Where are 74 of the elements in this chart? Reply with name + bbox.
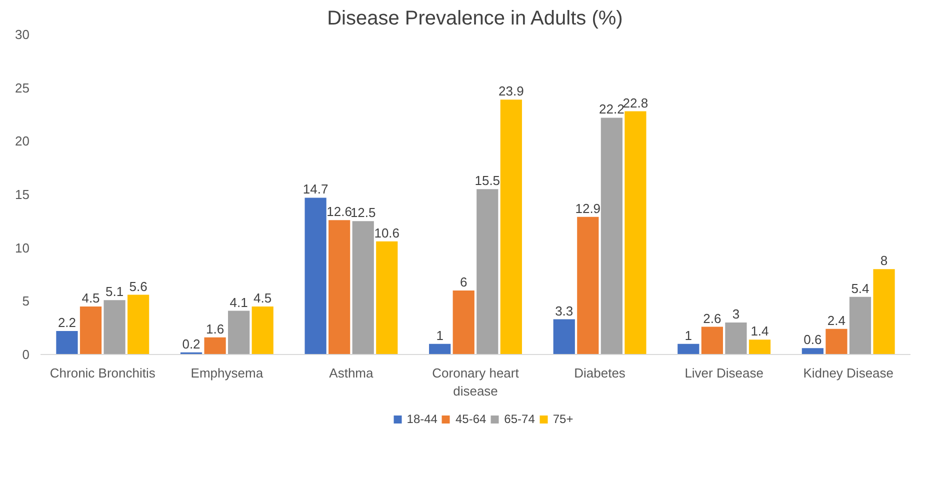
- y-tick-label: 30: [15, 27, 30, 42]
- bar: [204, 337, 226, 354]
- data-label: 4.1: [230, 294, 248, 310]
- data-label: 4.5: [82, 290, 100, 306]
- data-label: 2.2: [58, 315, 76, 330]
- x-tick-label: Chronic Bronchitis: [50, 366, 156, 380]
- y-tick-label: 25: [15, 80, 30, 96]
- x-tick-label: Diabetes: [574, 366, 626, 380]
- bar: [553, 319, 575, 354]
- bar: [873, 269, 895, 354]
- legend-label: 75+: [552, 412, 574, 426]
- y-tick-label: 10: [15, 240, 30, 256]
- data-label: 1: [436, 328, 444, 343]
- x-tick-label: Kidney Disease: [803, 366, 894, 380]
- data-label: 1.6: [206, 321, 224, 336]
- bar: [624, 111, 646, 354]
- bar: [304, 198, 326, 354]
- bar: [452, 290, 474, 354]
- bar: [678, 344, 700, 354]
- data-label: 6: [460, 274, 468, 290]
- bar: [725, 322, 747, 354]
- data-label: 2.6: [703, 310, 722, 326]
- data-label: 1: [684, 328, 692, 343]
- bar: [577, 216, 599, 354]
- bar: [56, 331, 78, 354]
- legend-label: 18-44: [406, 412, 438, 426]
- legend-label: 45-64: [455, 412, 486, 426]
- legend-label: 65-74: [504, 412, 535, 426]
- bar: [802, 348, 824, 354]
- data-label: 23.9: [498, 84, 524, 99]
- data-label: 0.6: [804, 332, 822, 348]
- bar: [228, 310, 250, 354]
- data-label: 3: [732, 306, 740, 322]
- bar: [128, 294, 150, 354]
- data-label: 12.5: [350, 205, 376, 220]
- y-tick-label: 0: [22, 347, 30, 362]
- data-label: 1.4: [750, 324, 769, 339]
- data-label: 4.5: [254, 290, 272, 306]
- bar: [429, 344, 451, 354]
- data-label: 22.8: [622, 95, 648, 110]
- y-tick-label: 15: [15, 187, 30, 202]
- data-label: 5.6: [129, 278, 148, 294]
- bar: [600, 118, 622, 354]
- data-label: 3.3: [555, 303, 574, 318]
- data-label: 10.6: [374, 225, 400, 240]
- bar: [80, 306, 102, 354]
- bar: [701, 326, 723, 354]
- data-label: 22.2: [599, 102, 624, 117]
- bar: [849, 296, 872, 354]
- x-tick-label: Liver Disease: [684, 366, 764, 380]
- bar: [826, 328, 848, 354]
- bar: [476, 189, 498, 354]
- bar: [748, 340, 771, 354]
- data-label: 5.1: [105, 284, 124, 300]
- bar: [328, 220, 350, 354]
- bar: [104, 300, 126, 354]
- data-label: 0.2: [182, 336, 200, 352]
- x-tick-label: Coronary heart disease: [432, 366, 520, 398]
- bar: [352, 221, 374, 354]
- data-label: 15.5: [474, 173, 500, 188]
- chart-title: Disease Prevalence in Adults (%): [327, 8, 623, 30]
- x-tick-label: Asthma: [329, 366, 374, 380]
- data-label: 14.7: [302, 182, 328, 197]
- bar: [376, 241, 398, 354]
- bar: [500, 100, 522, 354]
- data-label: 8: [880, 253, 888, 268]
- data-label: 5.4: [851, 280, 870, 296]
- y-tick-label: 5: [22, 294, 30, 309]
- bar: [252, 306, 274, 354]
- data-label: 2.4: [827, 312, 846, 328]
- data-label: 12.9: [575, 200, 601, 216]
- y-tick-label: 20: [15, 134, 30, 149]
- x-tick-label: Emphysema: [190, 366, 264, 380]
- data-label: 12.6: [326, 204, 352, 220]
